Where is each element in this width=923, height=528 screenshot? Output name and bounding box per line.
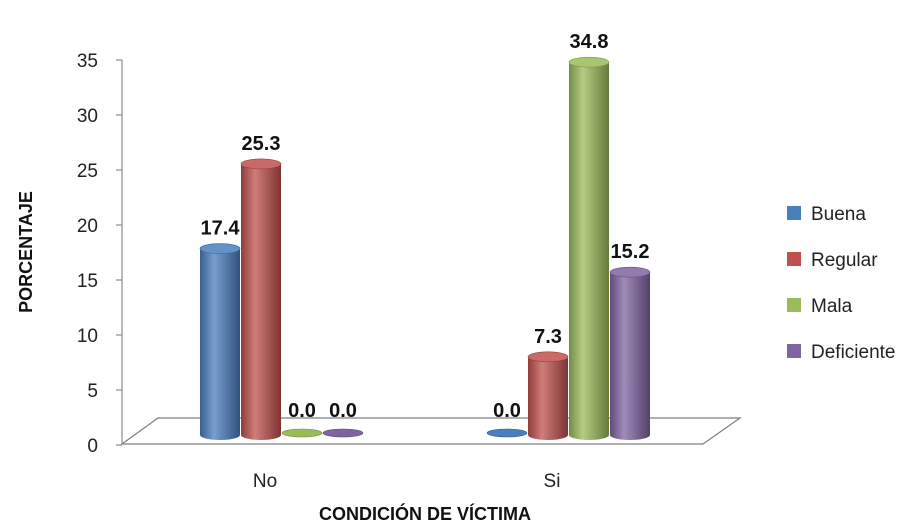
- legend-label: Mala: [811, 296, 853, 317]
- bar: [240, 158, 282, 440]
- x-tick-label: No: [253, 471, 277, 492]
- legend-label: Deficiente: [811, 342, 896, 363]
- legend-item: Deficiente: [787, 342, 896, 363]
- legend-item: Mala: [787, 296, 853, 317]
- data-label: 0.0: [288, 400, 316, 422]
- y-tick-label: 10: [77, 326, 98, 347]
- data-label: 0.0: [329, 400, 357, 422]
- y-tick-label: 0: [87, 436, 98, 457]
- bar: [322, 428, 364, 438]
- legend-swatch: [787, 252, 801, 266]
- bar: [281, 428, 323, 438]
- legend-swatch: [787, 206, 801, 220]
- y-tick-label: 30: [77, 106, 98, 127]
- bar-body: [528, 356, 568, 440]
- y-axis: 0 5 10 15 20 25 30 35: [77, 51, 123, 457]
- bar-body: [241, 163, 281, 440]
- bar-top: [609, 266, 651, 278]
- bar-top: [199, 243, 241, 254]
- bar-top: [527, 351, 569, 363]
- y-tick-label: 20: [77, 216, 98, 237]
- bar-body: [569, 62, 609, 441]
- data-label: 17.4: [201, 218, 241, 240]
- plot-area: [199, 56, 651, 441]
- x-axis: No Si: [253, 471, 561, 492]
- bar: [609, 266, 651, 440]
- legend-label: Buena: [811, 204, 866, 225]
- bar: [199, 243, 241, 440]
- bar-zero: [322, 428, 364, 438]
- data-label: 34.8: [570, 31, 609, 53]
- data-label: 15.2: [611, 241, 650, 263]
- bar-top: [240, 158, 282, 170]
- bar: [527, 351, 569, 440]
- data-label: 7.3: [534, 326, 562, 348]
- bar-body: [610, 272, 650, 440]
- legend-swatch: [787, 344, 801, 358]
- bar: [568, 56, 610, 441]
- y-tick-label: 15: [77, 271, 98, 292]
- data-label: 25.3: [242, 133, 281, 155]
- bar-top: [568, 56, 610, 68]
- bar: [486, 428, 528, 438]
- data-label: 0.0: [493, 400, 521, 422]
- bar-zero: [486, 428, 528, 438]
- bar-body: [200, 248, 240, 440]
- legend-label: Regular: [811, 250, 878, 271]
- y-tick-label: 25: [77, 161, 98, 182]
- x-axis-title: CONDICIÓN DE VÍCTIMA: [319, 503, 531, 524]
- legend-swatch: [787, 298, 801, 312]
- bar-zero: [281, 428, 323, 438]
- legend: Buena Regular Mala Deficiente: [787, 204, 896, 363]
- data-labels: 17.4 25.3 0.0 0.0 0.0 7.3 34.8 15.2: [201, 31, 650, 422]
- x-tick-label: Si: [544, 471, 561, 492]
- y-axis-title: PORCENTAJE: [16, 191, 36, 313]
- legend-item: Regular: [787, 250, 878, 271]
- legend-item: Buena: [787, 204, 866, 225]
- y-tick-label: 35: [77, 51, 98, 72]
- y-tick-label: 5: [87, 381, 98, 402]
